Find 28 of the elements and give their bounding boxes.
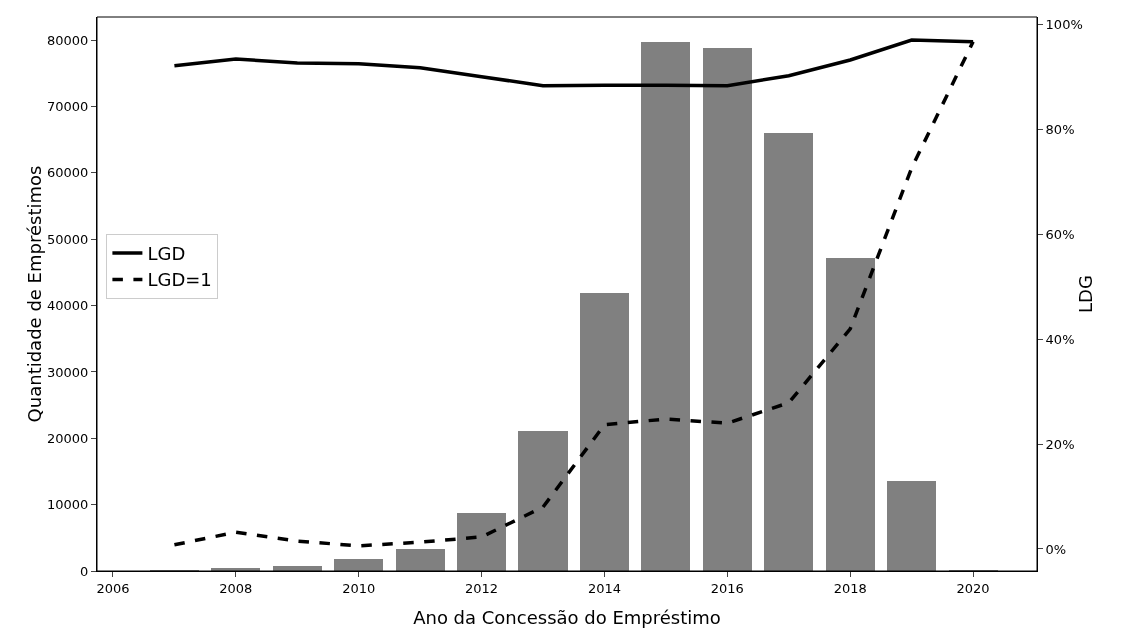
y2-tick-label: 80% xyxy=(1045,122,1075,138)
legend-label: LGD=1 xyxy=(147,269,212,291)
y-tick-label: 70000 xyxy=(47,99,89,115)
y-tick-label: 60000 xyxy=(47,165,89,181)
x-tick-label: 2018 xyxy=(833,580,867,596)
x-tick-label: 2020 xyxy=(956,580,990,596)
y-axis-title: Quantidade de Empréstimos xyxy=(24,165,46,423)
x-axis-title: Ano da Concessão do Empréstimo xyxy=(413,607,721,628)
y2-tick-label: 100% xyxy=(1045,17,1083,33)
y-tick-label: 40000 xyxy=(47,298,89,314)
x-tick-label: 2010 xyxy=(342,580,376,596)
y-tick-label: 80000 xyxy=(47,32,89,48)
y-tick-label: 30000 xyxy=(47,364,89,380)
y-tick-label: 20000 xyxy=(47,430,89,446)
x-tick-label: 2014 xyxy=(587,580,622,596)
x-tick-label: 2016 xyxy=(710,580,744,596)
y2-tick-label: 0% xyxy=(1045,541,1067,557)
y-tick-label: 10000 xyxy=(47,497,89,513)
x-tick-label: 2006 xyxy=(96,580,130,596)
y2-tick-label: 20% xyxy=(1045,436,1075,452)
y2-axis-title: LDG xyxy=(1075,275,1096,313)
y-tick-label: 0 xyxy=(80,563,89,579)
y2-tick-label: 40% xyxy=(1045,331,1075,347)
legend-label: LGD xyxy=(147,243,186,265)
y2-tick-label: 60% xyxy=(1045,227,1075,243)
y-tick-label: 50000 xyxy=(47,231,89,247)
x-tick-label: 2008 xyxy=(219,580,253,596)
x-tick-label: 2012 xyxy=(465,580,499,596)
